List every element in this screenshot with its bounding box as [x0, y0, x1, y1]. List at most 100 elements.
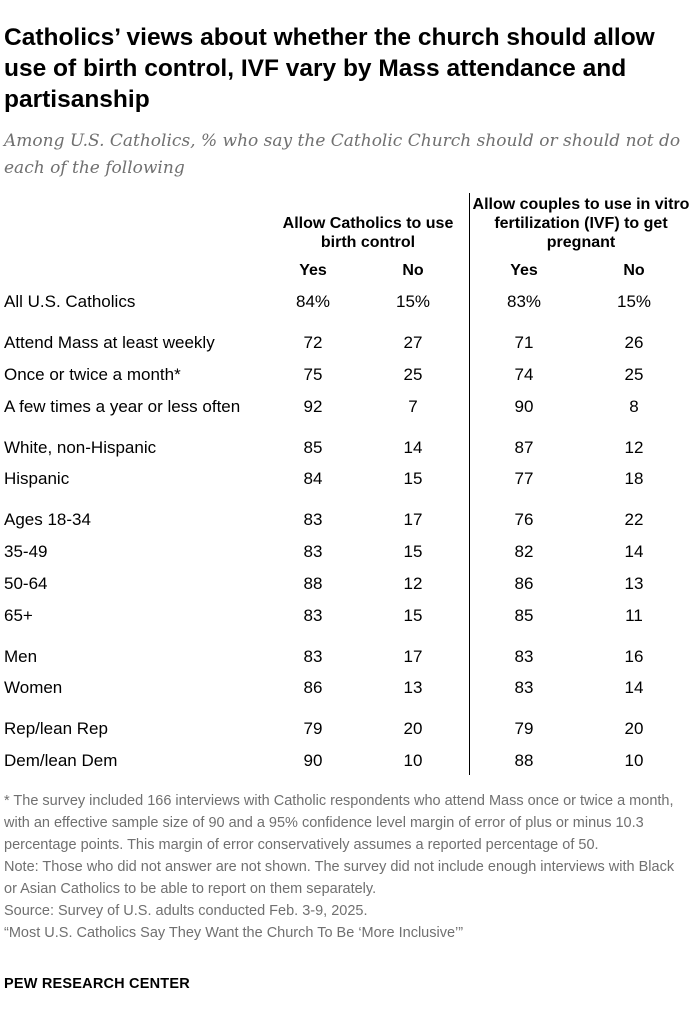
column-header-birth-control-no: No	[402, 262, 424, 279]
report-title: “Most U.S. Catholics Say They Want the C…	[4, 925, 464, 941]
row-label: Hispanic	[4, 469, 70, 488]
table-row: Men 83 17 83 16	[0, 645, 691, 669]
cell-birth-control-yes: 85	[303, 438, 323, 457]
table-row: 65+ 83 15 85 11	[0, 604, 691, 628]
cell-ivf-yes: 90	[514, 397, 534, 416]
cell-ivf-yes: 88	[514, 751, 534, 770]
cell-ivf-no: 22	[624, 510, 644, 529]
cell-birth-control-no: 17	[403, 510, 423, 529]
row-label: Women	[4, 678, 63, 697]
cell-ivf-yes: 83	[514, 647, 534, 666]
column-group-divider	[469, 193, 470, 775]
cell-ivf-yes: 85	[514, 606, 534, 625]
table-row: 35-49 83 15 82 14	[0, 540, 691, 564]
row-label: 65+	[4, 606, 33, 625]
cell-ivf-yes: 79	[514, 719, 534, 738]
table-row: Ages 18-34 83 17 76 22	[0, 508, 691, 532]
cell-ivf-yes: 83%	[506, 292, 542, 311]
cell-birth-control-no: 25	[403, 365, 423, 384]
cell-ivf-no: 26	[624, 333, 644, 352]
table-row: Women 86 13 83 14	[0, 676, 691, 700]
chart-title: Catholics’ views about whether the churc…	[4, 24, 655, 113]
cell-ivf-no: 14	[624, 542, 644, 561]
cell-birth-control-no: 13	[403, 678, 423, 697]
cell-ivf-yes: 74	[514, 365, 534, 384]
cell-ivf-no: 18	[624, 469, 644, 488]
cell-birth-control-no: 7	[408, 397, 418, 416]
row-label: Once or twice a month*	[4, 365, 181, 384]
cell-ivf-yes: 87	[514, 438, 534, 457]
row-label: 35-49	[4, 542, 48, 561]
table-row: Hispanic 84 15 77 18	[0, 467, 691, 491]
footnote-sample: * The survey included 166 interviews wit…	[4, 793, 674, 853]
row-label: All U.S. Catholics	[4, 292, 136, 311]
row-label: Attend Mass at least weekly	[4, 333, 215, 352]
table-row: Once or twice a month* 75 25 74 25	[0, 363, 691, 387]
cell-ivf-yes: 77	[514, 469, 534, 488]
cell-birth-control-yes: 83	[303, 542, 323, 561]
cell-birth-control-no: 27	[403, 333, 423, 352]
cell-ivf-no: 20	[624, 719, 644, 738]
cell-birth-control-yes: 83	[303, 510, 323, 529]
cell-birth-control-yes: 92	[303, 397, 323, 416]
cell-birth-control-yes: 75	[303, 365, 323, 384]
cell-birth-control-yes: 72	[303, 333, 323, 352]
cell-birth-control-no: 14	[403, 438, 423, 457]
cell-ivf-no: 14	[624, 678, 644, 697]
table-row: A few times a year or less often 92 7 90 8	[0, 395, 691, 419]
cell-ivf-yes: 71	[514, 333, 534, 352]
cell-birth-control-no: 15	[403, 542, 423, 561]
cell-birth-control-no: 12	[403, 574, 423, 593]
row-label: Rep/lean Rep	[4, 719, 108, 738]
cell-ivf-no: 25	[624, 365, 644, 384]
column-header-ivf-yes: Yes	[510, 262, 538, 279]
source-line: Source: Survey of U.S. adults conducted …	[4, 903, 368, 919]
table-row: White, non-Hispanic 85 14 87 12	[0, 436, 691, 460]
column-header-ivf-no: No	[623, 262, 645, 279]
cell-birth-control-yes: 86	[303, 678, 323, 697]
pew-logo-text: PEW RESEARCH CENTER	[4, 976, 190, 992]
cell-ivf-no: 13	[624, 574, 644, 593]
cell-ivf-yes: 83	[514, 678, 534, 697]
table-row: Rep/lean Rep 79 20 79 20	[0, 717, 691, 741]
cell-birth-control-no: 20	[403, 719, 423, 738]
row-label: A few times a year or less often	[4, 397, 241, 416]
table-row: All U.S. Catholics 84% 15% 83% 15%	[0, 290, 691, 314]
cell-birth-control-no: 15	[403, 469, 423, 488]
cell-ivf-no: 10	[624, 751, 644, 770]
column-group-birth-control: Allow Catholics to use birth control	[282, 215, 454, 251]
cell-ivf-no: 12	[624, 438, 644, 457]
row-label: Ages 18-34	[4, 510, 91, 529]
cell-birth-control-yes: 84	[303, 469, 323, 488]
cell-birth-control-yes: 90	[303, 751, 323, 770]
cell-birth-control-yes: 79	[303, 719, 323, 738]
row-label: White, non-Hispanic	[4, 438, 157, 457]
cell-birth-control-no: 17	[403, 647, 423, 666]
table-row: 50-64 88 12 86 13	[0, 572, 691, 596]
cell-ivf-yes: 86	[514, 574, 534, 593]
row-label: Men	[4, 647, 38, 666]
cell-birth-control-no: 10	[403, 751, 423, 770]
cell-ivf-no: 16	[624, 647, 644, 666]
cell-birth-control-yes: 84%	[295, 292, 331, 311]
cell-ivf-yes: 76	[514, 510, 534, 529]
notes: * The survey included 166 interviews wit…	[4, 790, 688, 944]
cell-birth-control-yes: 88	[303, 574, 323, 593]
column-header-birth-control-yes: Yes	[299, 262, 327, 279]
cell-birth-control-no: 15	[403, 606, 423, 625]
cell-birth-control-no: 15%	[395, 292, 431, 311]
cell-birth-control-yes: 83	[303, 647, 323, 666]
cell-ivf-no: 15%	[616, 292, 652, 311]
cell-birth-control-yes: 83	[303, 606, 323, 625]
note-not-shown: Note: Those who did not answer are not s…	[4, 859, 675, 897]
row-label: 50-64	[4, 574, 48, 593]
cell-ivf-yes: 82	[514, 542, 534, 561]
table-row: Attend Mass at least weekly 72 27 71 26	[0, 331, 691, 355]
cell-ivf-no: 11	[625, 606, 643, 625]
table-row: Dem/lean Dem 90 10 88 10	[0, 749, 691, 773]
row-label: Dem/lean Dem	[4, 751, 118, 770]
chart-subtitle: Among U.S. Catholics, % who say the Cath…	[4, 131, 681, 178]
cell-ivf-no: 8	[629, 397, 639, 416]
column-group-ivf: Allow couples to use in vitro fertilizat…	[472, 196, 690, 251]
